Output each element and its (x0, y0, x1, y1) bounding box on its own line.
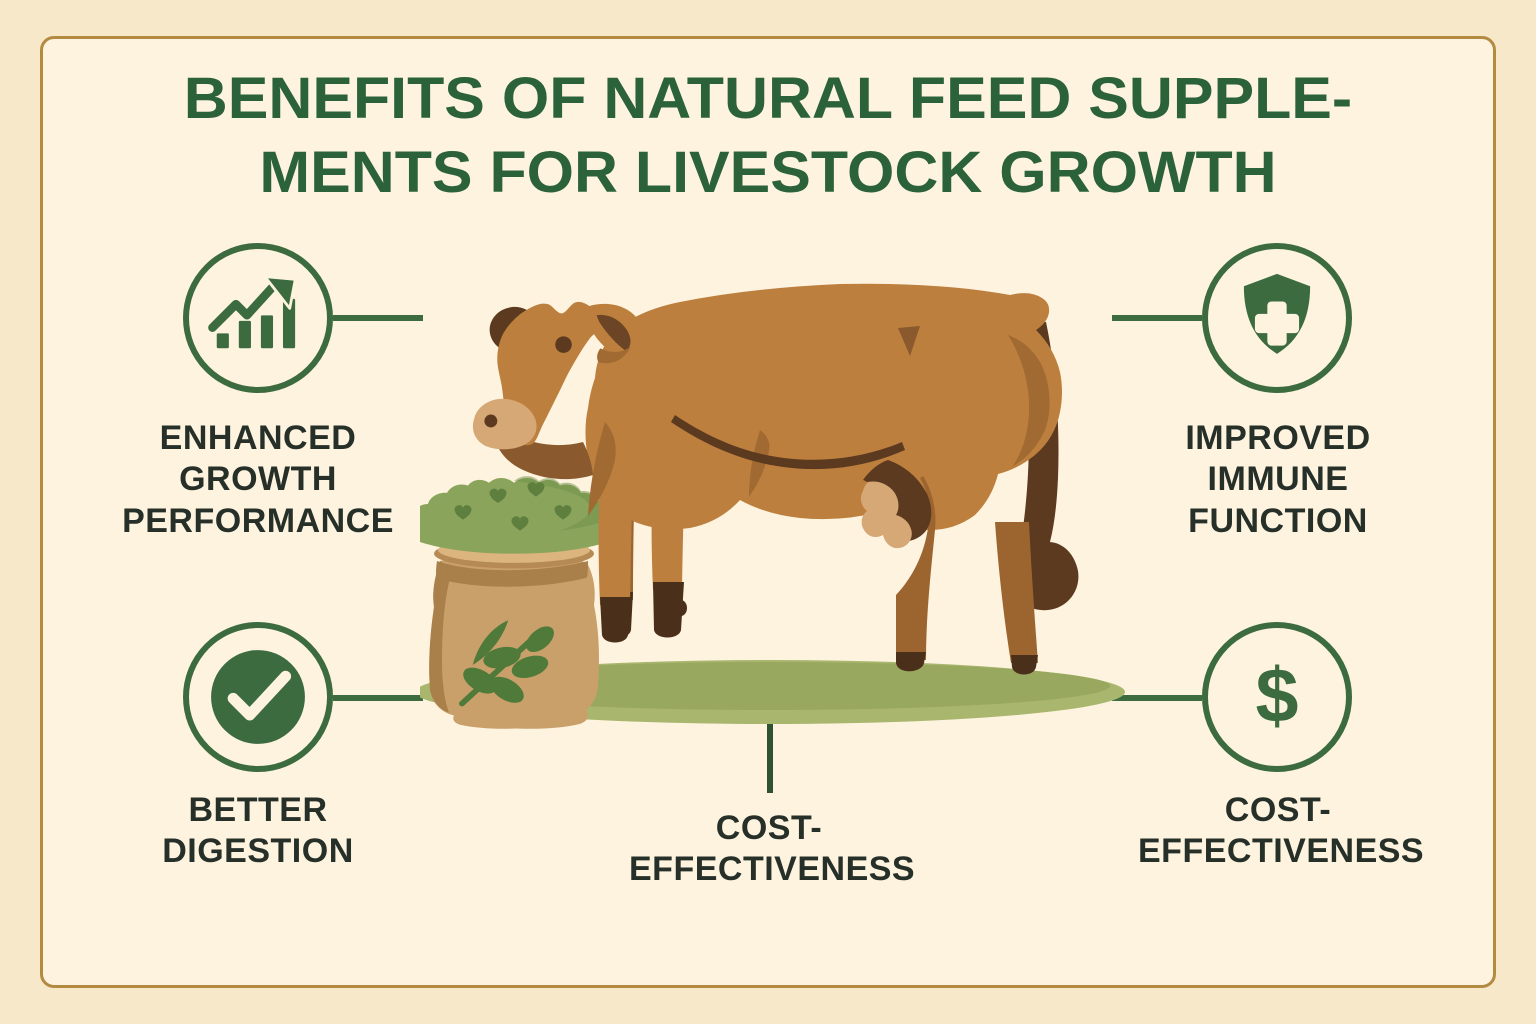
svg-text:$: $ (1256, 653, 1299, 739)
